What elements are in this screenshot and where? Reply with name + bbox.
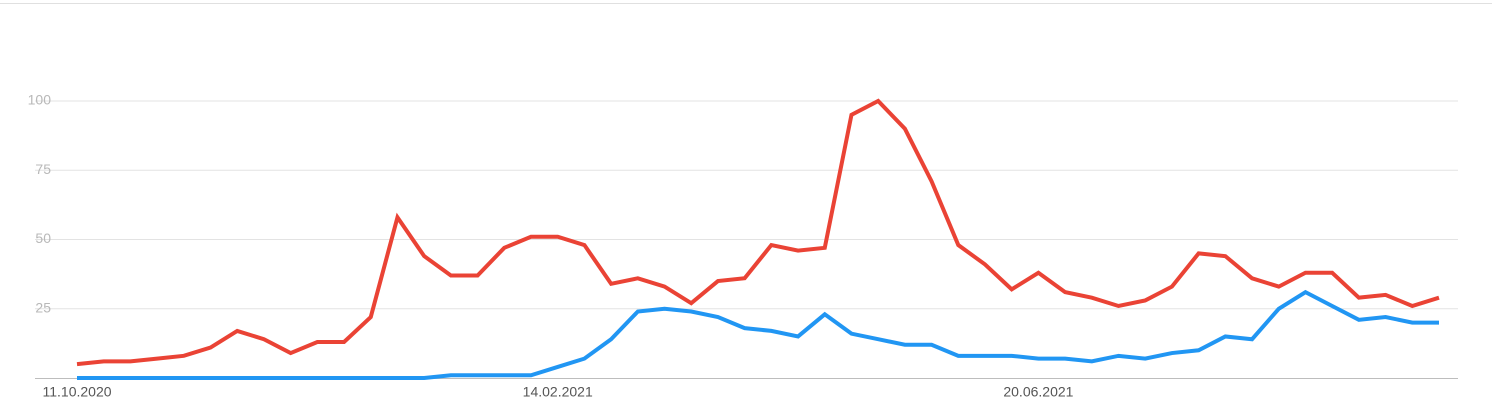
x-tick-label: 14.02.2021 bbox=[523, 384, 593, 400]
y-tick-label: 75 bbox=[35, 161, 51, 177]
y-tick-label: 100 bbox=[28, 92, 52, 108]
y-tick-label: 25 bbox=[35, 299, 51, 315]
series-line bbox=[77, 289, 1439, 380]
x-tick-label: 20.06.2021 bbox=[1003, 384, 1073, 400]
series-line bbox=[76, 98, 1440, 367]
y-tick-label: 50 bbox=[35, 230, 51, 246]
x-tick-label: 11.10.2020 bbox=[42, 384, 111, 400]
